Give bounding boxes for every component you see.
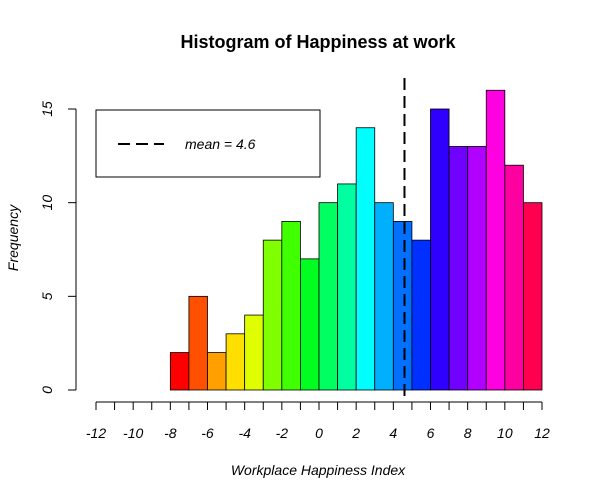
histogram-bar [392, 220, 413, 391]
histogram-bar [225, 333, 246, 391]
x-tick-label: 4 [389, 425, 397, 441]
histogram-bar [244, 314, 264, 391]
histogram-bar [448, 146, 469, 391]
histogram-bar [262, 239, 283, 391]
y-tick-label: 5 [39, 292, 55, 300]
x-tick-label: -4 [238, 425, 251, 441]
legend: mean = 4.6 [95, 109, 321, 178]
y-axis: 0 5 10 15 [39, 101, 77, 394]
legend-label: mean = 4.6 [185, 136, 256, 152]
x-tick-label: -10 [123, 425, 143, 441]
histogram-bar [467, 146, 487, 391]
histogram-bar [300, 258, 320, 391]
y-tick-label: 15 [39, 101, 55, 117]
legend-box [95, 109, 321, 178]
histogram-bar [281, 220, 301, 391]
histogram-bar [337, 183, 357, 391]
x-tick-label: 12 [534, 425, 550, 441]
x-tick-label: -8 [164, 425, 177, 441]
x-tick-label: 6 [427, 425, 435, 441]
histogram-bar [430, 108, 450, 391]
histogram-bar [169, 352, 190, 391]
bars-layer [169, 89, 543, 391]
histogram-bar [355, 127, 376, 391]
y-tick-label: 10 [39, 195, 55, 211]
histogram-bar [207, 352, 227, 391]
x-tick-label: 10 [497, 425, 513, 441]
x-tick-label: -2 [276, 425, 289, 441]
histogram-bar [504, 164, 524, 391]
histogram-bar [318, 202, 338, 391]
x-tick-label: 0 [315, 425, 323, 441]
x-axis-label: Workplace Happiness Index [231, 462, 406, 478]
histogram-bar [523, 202, 543, 391]
histogram-bar [411, 239, 431, 391]
x-tick-label: -6 [201, 425, 214, 441]
x-tick-label: -12 [86, 425, 106, 441]
histogram-bar [374, 202, 394, 391]
y-axis-label: Frequency [5, 204, 21, 271]
x-tick-label: 2 [351, 425, 360, 441]
histogram-bar [485, 89, 506, 391]
x-axis: -12 -10 -8 -6 -4 -2 0 2 4 6 8 10 12 [86, 401, 550, 441]
y-tick-label: 0 [39, 386, 55, 394]
chart-title: Histogram of Happiness at work [180, 32, 456, 52]
x-tick-label: 8 [464, 425, 472, 441]
histogram-bar [188, 295, 208, 391]
